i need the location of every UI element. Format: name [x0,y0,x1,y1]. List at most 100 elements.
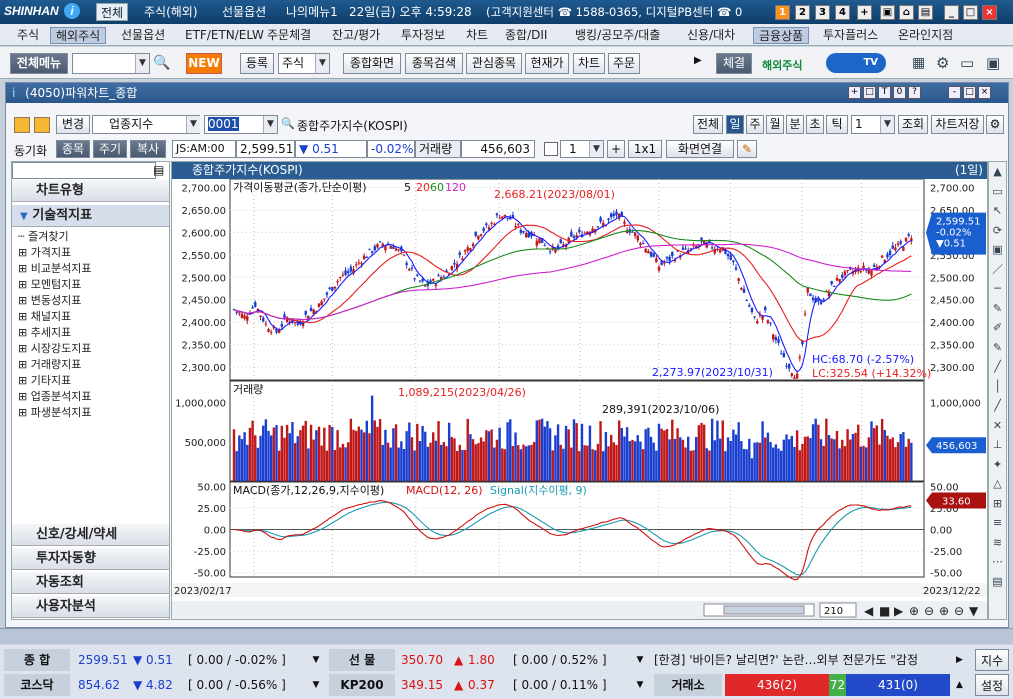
period-second-button[interactable]: 초 [806,115,824,134]
search-icon[interactable]: 🔍 [281,117,295,130]
menu-etf[interactable]: ETF/ETN/ELW [185,28,264,42]
chart-canvas[interactable]: 2,700.00 2,700.00 2,650.00 2,650.00 2,600.00… [172,179,987,619]
period-tick-button[interactable]: 틱 [826,115,848,134]
menu-invest-plus[interactable]: 투자플러스 [823,28,879,42]
tree-item[interactable]: ⊞ 업종분석지표 [18,390,92,403]
menu-order[interactable]: 주문체결 [267,28,312,42]
menu-financial[interactable]: 금융상품 [753,27,810,44]
sync-copy-tab[interactable]: 복사 [130,140,166,158]
window-minimize-button[interactable]: - [948,86,961,99]
title-tab-futures[interactable]: 선물옵션 [222,5,267,19]
window-text-button[interactable]: T [878,86,891,99]
window-add-button[interactable]: + [848,86,861,99]
new-button[interactable]: NEW [186,53,222,74]
settings-button[interactable]: 설정 [975,674,1009,696]
current-price-button[interactable]: 현재가 [525,53,569,74]
list-toggle-icon[interactable] [34,117,50,133]
news-ticker[interactable]: [한경] '바이든? 날리면?' 논란…외부 전문가도 "감정 [654,653,919,667]
tree-item[interactable]: ⊞ 파생분석지표 [18,406,92,419]
register-button[interactable]: 등록 [240,53,274,74]
code-input[interactable]: 0001 [204,115,278,134]
index-button[interactable]: 지수 [975,649,1009,671]
chevron-down-icon[interactable]: ▼ [589,141,603,157]
section-investor[interactable]: 투자자동향 [12,548,169,570]
title-tab-overseas[interactable]: 주식(해외) [144,5,198,19]
title-tab-all[interactable]: 전체 [96,3,129,21]
restore-icon[interactable]: □ [963,5,978,20]
section-technical[interactable]: ▼ 기술적지표 [12,205,169,227]
tree-item[interactable]: ⊞ 가격지표 [18,246,72,259]
chevron-down-icon[interactable]: ▼ [636,680,644,690]
menu-dii[interactable]: 종합/DII [505,28,548,42]
print-icon[interactable]: ▤ [918,5,933,20]
pencil-icon[interactable]: ✎ [737,140,757,158]
index-type-select[interactable]: 업종지수 [92,115,200,134]
close-icon[interactable]: × [982,5,997,20]
tree-item[interactable]: ⊞ 비교분석지표 [18,262,92,275]
sync-stock-tab[interactable]: 종목 [56,140,90,158]
tree-item[interactable]: ⊞ 모멘텀지표 [18,278,82,291]
order-button[interactable]: 주문 [608,53,640,74]
period-minute-button[interactable]: 분 [786,115,804,134]
grid-toggle-icon[interactable] [14,117,30,133]
menu-balance[interactable]: 잔고/평가 [332,28,381,42]
section-chart-type[interactable]: 차트유형 [12,180,169,202]
drawing-tools-icons[interactable]: ▲ ▭ ↖ ⟳ ▣ ／ ─ ✎ ✐ ✎ ╱ │ ╱ ✕ ⊥ ✦ △ ⊞ ≡ ≋ ⋯ ▤ [992,165,1003,588]
chevron-down-icon[interactable]: ▼ [186,116,200,133]
watchlist-button[interactable]: 관심종목 [466,53,522,74]
menu-futures[interactable]: 선물옵션 [121,28,166,42]
add-button[interactable]: + [607,140,625,158]
period-all-button[interactable]: 전체 [693,115,723,134]
indicator-search-input[interactable] [12,162,156,179]
screen-3-button[interactable]: 3 [815,5,830,20]
arrow-icon[interactable]: ▶ [694,55,702,66]
minimize-icon[interactable]: _ [944,5,959,20]
section-auto[interactable]: 자동조회 [12,572,169,594]
settle-button[interactable]: 체결 [716,53,752,74]
all-menu-button[interactable]: 전체메뉴 [10,53,68,74]
chevron-right-icon[interactable]: ▶ [956,655,963,665]
tree-item[interactable]: ⊞ 채널지표 [18,310,72,323]
chart-button[interactable]: 차트 [573,53,605,74]
section-user[interactable]: 사용자분석 [12,596,169,618]
screen-4-button[interactable]: 4 [835,5,850,20]
search-icon[interactable]: 🔍 [153,55,171,71]
tree-item[interactable]: ⊞ 변동성지표 [18,294,82,307]
summary-screen-button[interactable]: 종합화면 [343,53,401,74]
tree-item[interactable]: ⊞ 거래량지표 [18,358,82,371]
window-restore-button[interactable]: □ [963,86,976,99]
chevron-down-icon[interactable]: ▼ [636,655,644,665]
sync-period-tab[interactable]: 주기 [93,140,127,158]
screen-1-button[interactable]: 1 [775,5,790,20]
tree-item-favorites[interactable]: ┄ 즐겨찾기 [18,230,69,243]
lookup-button[interactable]: 조회 [898,115,928,134]
title-tab-mymenu[interactable]: 나의메뉴1 [286,5,338,19]
add-screen-button[interactable]: + [857,5,872,20]
chevron-down-icon[interactable]: ▼ [315,54,329,73]
tree-item[interactable]: ⊞ 기타지표 [18,374,72,387]
screen-search-input[interactable] [72,53,150,74]
menu-banking[interactable]: 뱅킹/공모주/대출 [575,28,661,42]
gear-icon[interactable]: ⚙ [986,115,1004,134]
chevron-down-icon[interactable]: ▼ [263,116,277,133]
layout-button[interactable]: 1x1 [628,140,662,158]
checkbox[interactable] [544,142,558,156]
menu-stock[interactable]: 주식 [17,28,40,42]
lock-icon[interactable]: ▣ [880,5,895,20]
gear-icon[interactable]: ⚙ [936,54,950,72]
window-zero-button[interactable]: 0 [893,86,906,99]
overseas-stock-link[interactable]: 해외주식 [762,59,803,72]
save-chart-button[interactable]: 차트저장 [931,115,984,134]
menu-credit[interactable]: 신용/대차 [687,28,736,42]
menu-invest-info[interactable]: 투자정보 [401,28,446,42]
period-day-button[interactable]: 일 [726,115,744,134]
calculator-icon[interactable]: ▦ [912,55,926,71]
chevron-up-icon[interactable]: ▲ [956,680,963,690]
home-icon[interactable]: ⌂ [899,5,914,20]
tv-button[interactable]: TV [826,53,886,73]
menu-chart[interactable]: 차트 [466,28,489,42]
menu-online-branch[interactable]: 온라인지점 [898,28,954,42]
change-button[interactable]: 변경 [56,115,90,134]
screen-link-button[interactable]: 화면연결 [666,140,734,158]
list-icon[interactable]: ▤ [153,163,165,177]
